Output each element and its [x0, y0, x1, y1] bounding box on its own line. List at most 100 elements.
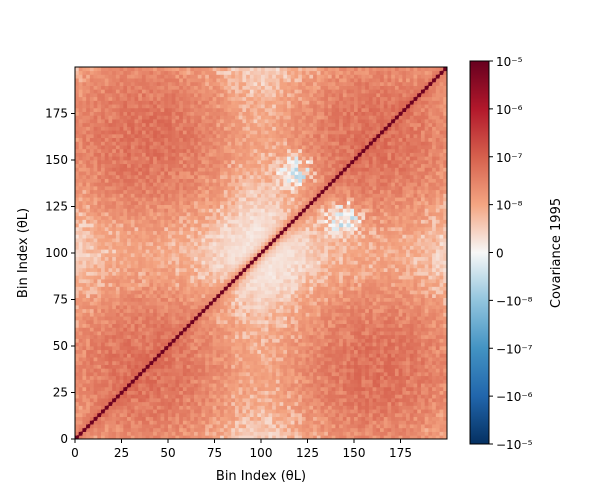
heatmap-cell	[246, 383, 251, 388]
heatmap-cell	[156, 416, 161, 421]
heatmap-cell	[134, 286, 139, 291]
heatmap-cell	[134, 267, 139, 272]
heatmap-cell	[93, 197, 98, 202]
heatmap-cell	[190, 424, 195, 429]
heatmap-cell	[97, 167, 102, 172]
heatmap-cell	[234, 431, 240, 436]
heatmap-cell	[130, 182, 135, 187]
heatmap-cell	[141, 167, 147, 172]
heatmap-cell	[153, 107, 158, 112]
heatmap-cell	[223, 379, 228, 384]
heatmap-cell	[234, 424, 240, 429]
heatmap-cell	[242, 74, 247, 79]
heatmap-cell	[249, 316, 254, 321]
heatmap-cell	[223, 372, 228, 377]
heatmap-cell	[216, 319, 221, 325]
heatmap-cell	[119, 398, 124, 403]
heatmap-cell	[242, 256, 247, 261]
heatmap-cell	[130, 104, 135, 109]
heatmap-cell	[253, 420, 258, 425]
heatmap-cell	[78, 171, 83, 176]
heatmap-cell	[253, 364, 258, 369]
heatmap-cell	[93, 186, 98, 191]
heatmap-cell	[164, 379, 169, 384]
heatmap-cell	[101, 78, 106, 83]
heatmap-cell	[153, 383, 158, 388]
heatmap-cell	[168, 230, 173, 235]
heatmap-cell	[138, 342, 143, 347]
heatmap-cell	[123, 368, 128, 373]
heatmap-cell	[182, 279, 187, 284]
heatmap-cell	[197, 308, 202, 313]
heatmap-cell	[197, 152, 202, 157]
heatmap-cell	[208, 286, 213, 291]
heatmap-cell	[104, 327, 109, 332]
heatmap-cell	[164, 249, 169, 254]
heatmap-cell	[153, 115, 158, 120]
heatmap-cell	[82, 115, 87, 120]
heatmap-cell	[149, 346, 154, 351]
heatmap-cell	[234, 111, 240, 116]
heatmap-cell	[119, 364, 124, 369]
heatmap-cell	[208, 357, 213, 362]
heatmap-cell	[93, 379, 98, 384]
heatmap-cell	[164, 171, 169, 176]
heatmap-cell	[86, 126, 91, 131]
heatmap-cell	[78, 264, 83, 269]
heatmap-cell	[149, 111, 154, 116]
heatmap-cell	[82, 331, 87, 336]
heatmap-cell	[134, 197, 139, 202]
heatmap-cell	[216, 427, 221, 432]
heatmap-cell	[78, 342, 83, 347]
heatmap-cell	[93, 160, 98, 165]
heatmap-cell	[249, 152, 254, 157]
heatmap-cell	[97, 208, 102, 213]
heatmap-cell	[97, 137, 102, 142]
heatmap-cell	[220, 70, 225, 75]
heatmap-cell	[186, 78, 191, 83]
heatmap-cell	[108, 416, 113, 421]
heatmap-cell	[249, 346, 254, 351]
heatmap-cell	[115, 264, 120, 269]
heatmap-cell	[145, 319, 150, 325]
heatmap-cell	[82, 189, 87, 194]
heatmap-cell	[127, 141, 132, 146]
heatmap-cell	[145, 398, 150, 403]
heatmap-cell	[82, 152, 87, 157]
heatmap-cell	[201, 368, 206, 373]
heatmap-cell	[101, 253, 106, 258]
heatmap-cell	[119, 323, 124, 328]
heatmap-cell	[234, 409, 240, 414]
heatmap-cell	[194, 342, 199, 347]
heatmap-cell	[82, 111, 87, 116]
heatmap-cell	[201, 78, 206, 83]
heatmap-cell	[75, 104, 80, 109]
heatmap-cell	[190, 226, 195, 232]
heatmap-cell	[93, 334, 98, 339]
heatmap-cell	[115, 148, 120, 153]
heatmap-cell	[234, 122, 240, 127]
heatmap-cell	[179, 230, 184, 235]
heatmap-cell	[82, 96, 87, 101]
heatmap-cell	[112, 70, 117, 75]
heatmap-cell	[223, 204, 228, 209]
heatmap-cell	[149, 197, 154, 202]
heatmap-cell	[227, 323, 232, 328]
heatmap-cell	[156, 81, 161, 86]
heatmap-cell	[138, 193, 143, 198]
heatmap-cell	[257, 394, 262, 399]
heatmap-cell	[108, 245, 113, 250]
heatmap-cell	[145, 279, 150, 284]
heatmap-cell	[130, 230, 135, 235]
heatmap-cell	[138, 145, 143, 150]
heatmap-cell	[130, 286, 135, 291]
heatmap-cell	[156, 78, 161, 83]
heatmap-cell	[186, 405, 191, 410]
heatmap-cell	[145, 238, 150, 243]
heatmap-cell	[171, 279, 176, 284]
heatmap-cell	[138, 412, 143, 418]
heatmap-cell	[231, 334, 236, 339]
heatmap-cell	[75, 379, 80, 384]
heatmap-cell	[182, 208, 187, 213]
heatmap-cell	[186, 119, 191, 124]
